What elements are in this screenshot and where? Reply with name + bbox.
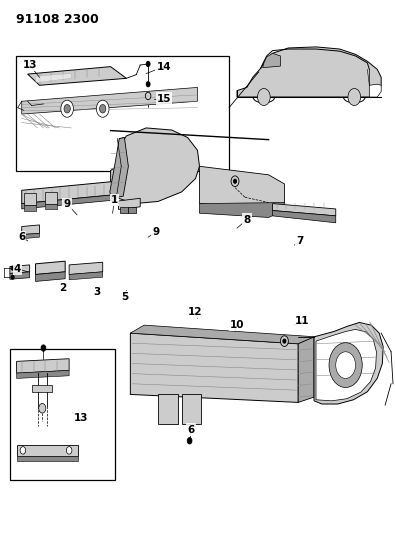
Polygon shape xyxy=(28,67,126,85)
Circle shape xyxy=(41,345,46,351)
Polygon shape xyxy=(263,53,280,68)
Text: 3: 3 xyxy=(93,287,100,297)
Circle shape xyxy=(146,82,150,87)
Polygon shape xyxy=(22,225,40,235)
Bar xyxy=(45,204,57,209)
Circle shape xyxy=(336,352,356,378)
Text: 9: 9 xyxy=(64,199,71,209)
Bar xyxy=(17,456,78,461)
Bar xyxy=(158,394,178,424)
Polygon shape xyxy=(110,138,128,198)
Bar xyxy=(45,192,57,204)
Polygon shape xyxy=(199,166,284,209)
Bar xyxy=(32,385,52,392)
Polygon shape xyxy=(130,325,316,344)
Text: 2: 2 xyxy=(60,283,67,293)
Polygon shape xyxy=(17,370,69,378)
Text: 15: 15 xyxy=(157,94,171,103)
Circle shape xyxy=(64,104,70,113)
Polygon shape xyxy=(36,261,65,274)
Circle shape xyxy=(329,343,362,387)
Circle shape xyxy=(258,88,270,106)
Polygon shape xyxy=(17,359,69,373)
Polygon shape xyxy=(316,329,376,401)
Circle shape xyxy=(61,100,73,117)
Text: 13: 13 xyxy=(23,60,37,70)
Polygon shape xyxy=(273,211,336,223)
Polygon shape xyxy=(314,322,383,404)
Polygon shape xyxy=(10,265,30,273)
Polygon shape xyxy=(22,181,117,204)
Bar xyxy=(24,193,36,205)
Polygon shape xyxy=(10,272,30,279)
Text: 13: 13 xyxy=(74,414,88,423)
Polygon shape xyxy=(36,272,65,281)
Polygon shape xyxy=(369,84,381,97)
Bar xyxy=(182,394,201,424)
Circle shape xyxy=(187,438,192,444)
Polygon shape xyxy=(199,203,284,217)
Circle shape xyxy=(146,61,150,67)
Polygon shape xyxy=(111,128,199,204)
Circle shape xyxy=(66,447,72,454)
Circle shape xyxy=(145,92,151,100)
Bar xyxy=(128,207,136,213)
Text: 10: 10 xyxy=(230,320,244,330)
Text: 5: 5 xyxy=(121,292,128,302)
Text: 91108 2300: 91108 2300 xyxy=(16,13,98,26)
Circle shape xyxy=(39,403,46,413)
Polygon shape xyxy=(22,195,117,209)
Polygon shape xyxy=(69,262,103,274)
Text: 8: 8 xyxy=(243,215,250,224)
Text: 7: 7 xyxy=(297,236,304,246)
Polygon shape xyxy=(117,138,124,166)
Polygon shape xyxy=(273,204,336,216)
Circle shape xyxy=(280,336,288,346)
Circle shape xyxy=(348,88,361,106)
Circle shape xyxy=(283,339,286,343)
Bar xyxy=(120,207,128,213)
Polygon shape xyxy=(22,87,198,114)
Circle shape xyxy=(231,176,239,187)
Text: 9: 9 xyxy=(152,227,160,237)
Polygon shape xyxy=(130,333,298,402)
Text: 11: 11 xyxy=(295,316,309,326)
Polygon shape xyxy=(118,198,140,209)
Polygon shape xyxy=(22,233,40,239)
Circle shape xyxy=(96,100,109,117)
Circle shape xyxy=(233,179,237,183)
Text: 4: 4 xyxy=(14,264,21,273)
Circle shape xyxy=(20,447,26,454)
Bar xyxy=(16,56,229,171)
Polygon shape xyxy=(69,272,103,280)
Circle shape xyxy=(100,104,106,113)
Text: 6: 6 xyxy=(18,232,25,241)
Polygon shape xyxy=(237,47,381,97)
Bar xyxy=(10,349,115,480)
Text: 14: 14 xyxy=(156,62,171,71)
Circle shape xyxy=(11,275,14,279)
Bar xyxy=(24,205,36,211)
Circle shape xyxy=(11,266,14,270)
Bar xyxy=(17,445,78,456)
Polygon shape xyxy=(298,337,314,402)
Polygon shape xyxy=(36,74,71,83)
Text: 12: 12 xyxy=(188,307,203,317)
Text: 6: 6 xyxy=(187,425,194,434)
Text: 1: 1 xyxy=(111,195,118,205)
